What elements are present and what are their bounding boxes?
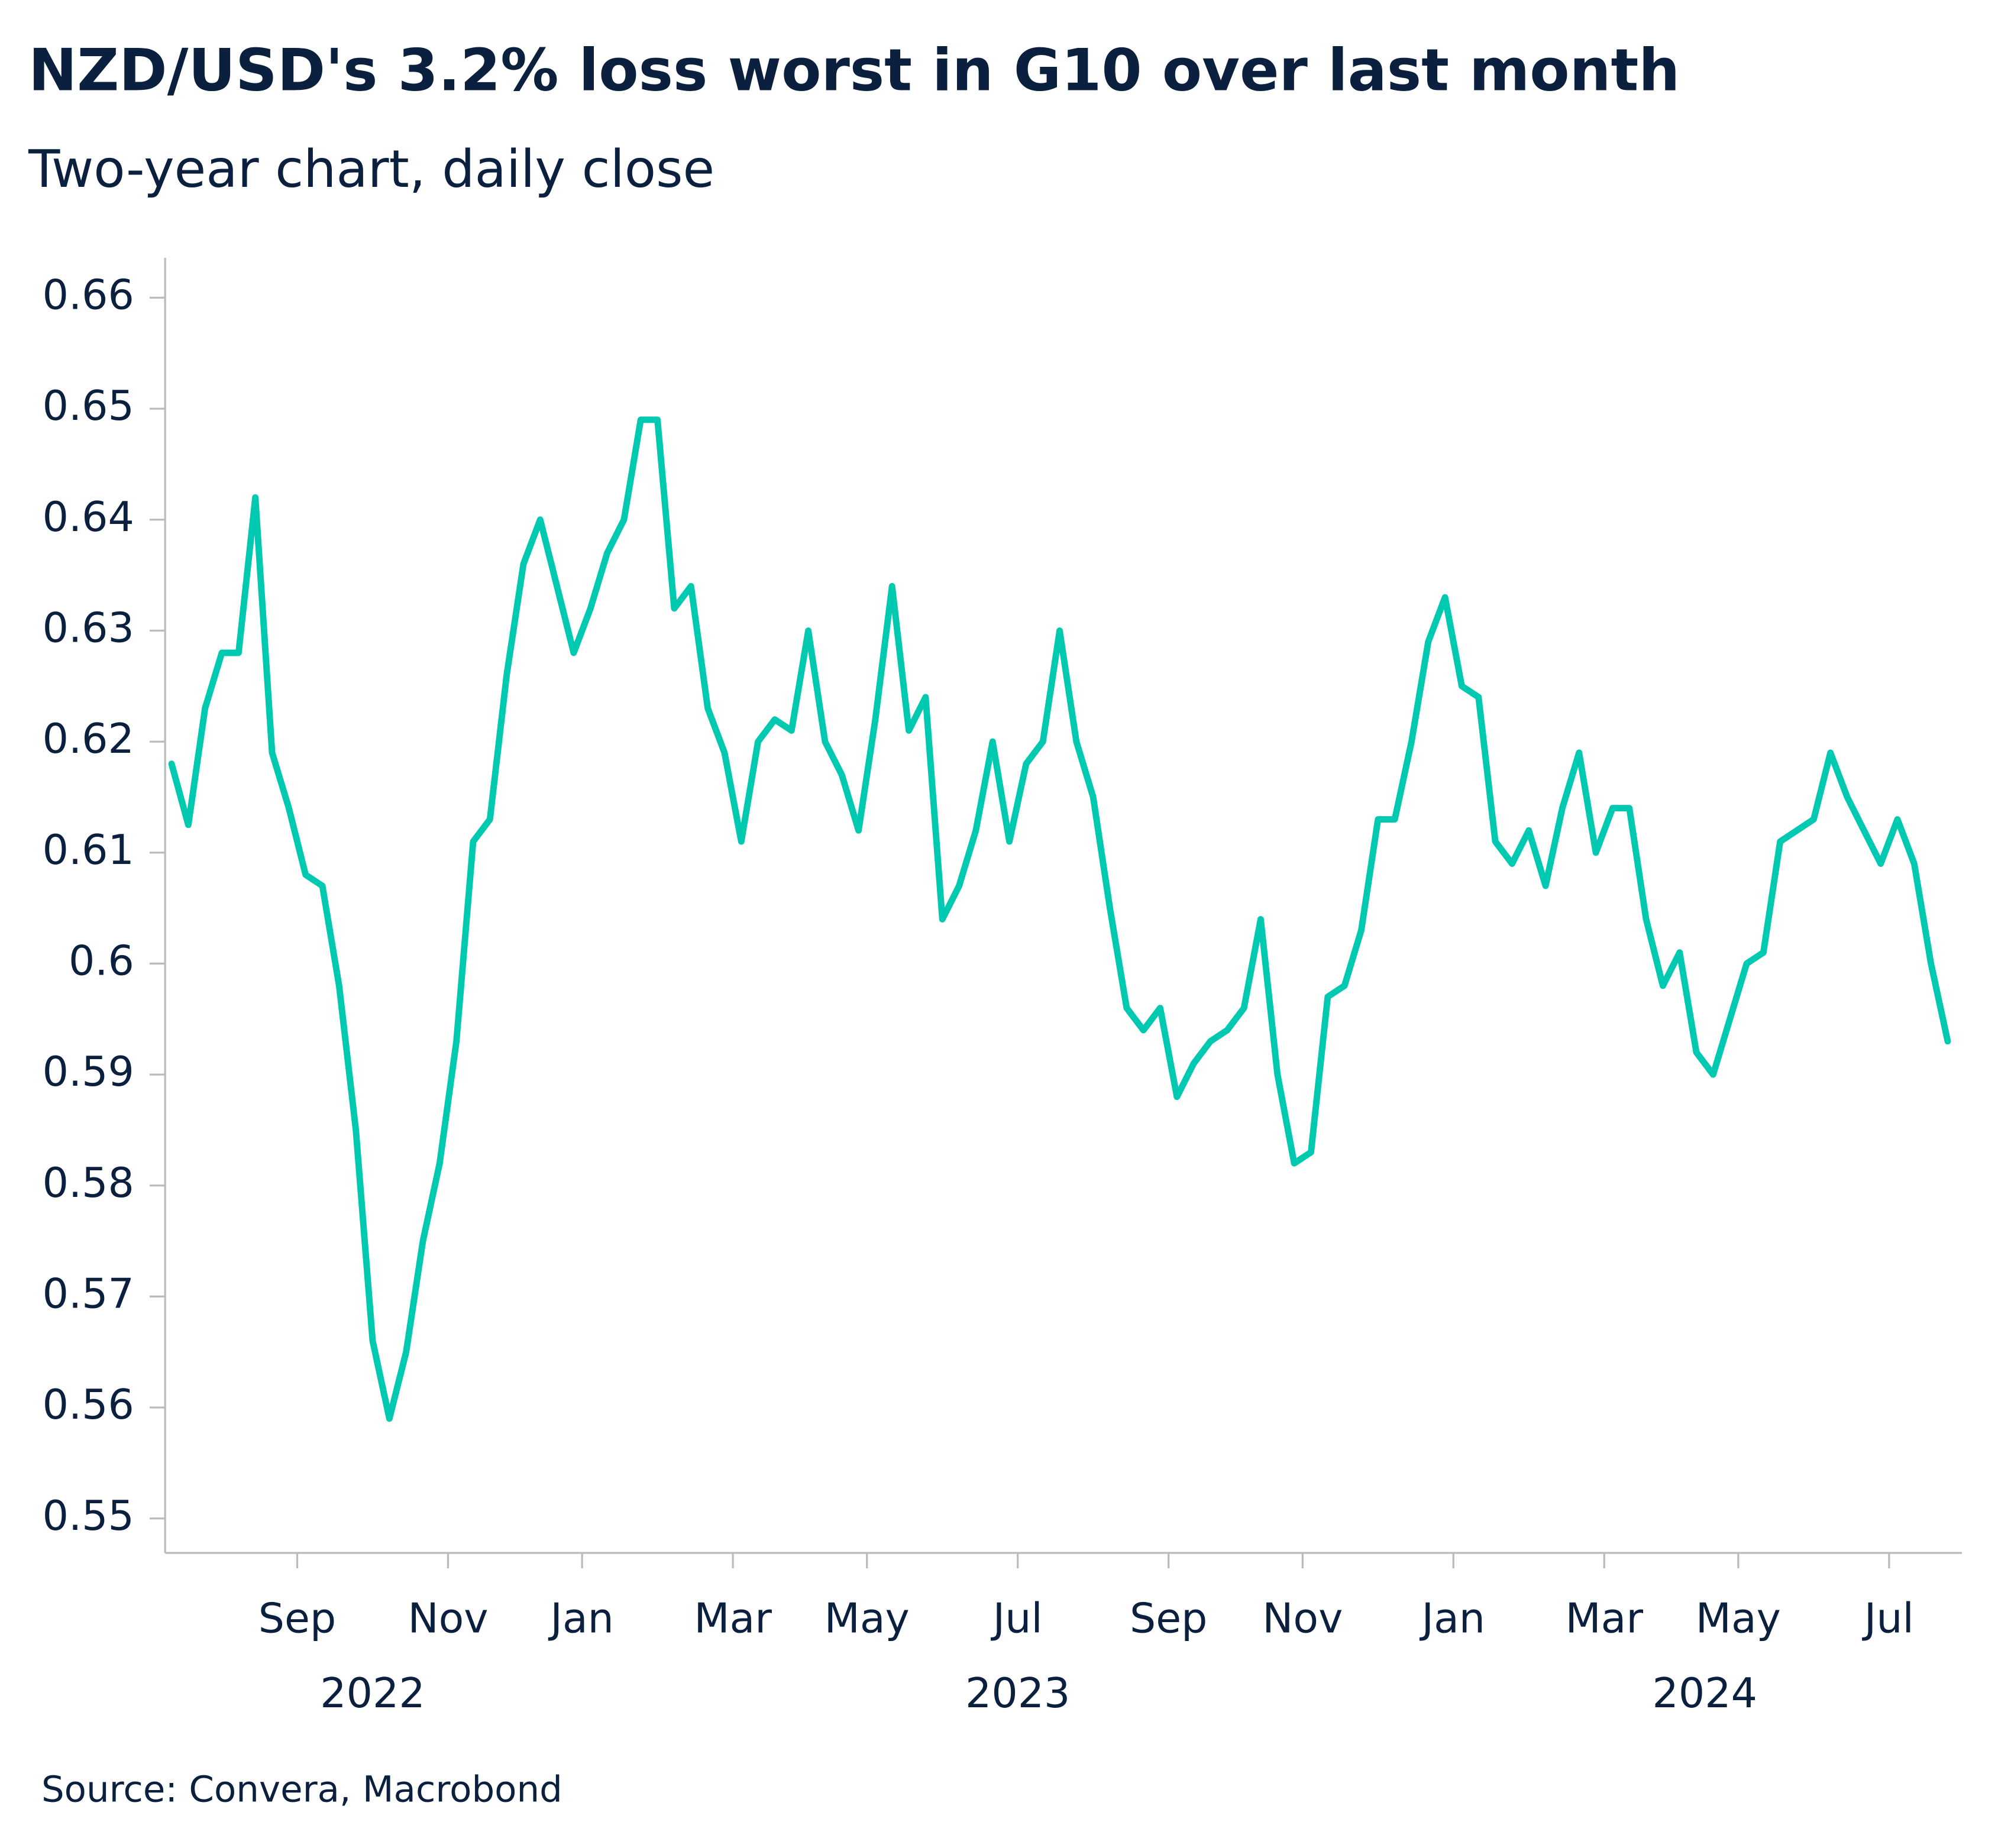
x-tick-label: Sep xyxy=(1130,1594,1207,1642)
x-tick-label: Jul xyxy=(991,1594,1043,1642)
y-tick-label: 0.65 xyxy=(43,382,134,430)
y-tick-label: 0.66 xyxy=(43,271,134,319)
x-tick-label: Sep xyxy=(258,1594,336,1642)
x-tick-label: Nov xyxy=(408,1594,488,1642)
x-tick-label: Nov xyxy=(1262,1594,1343,1642)
x-tick-label: May xyxy=(1696,1594,1781,1642)
chart-subtitle: Two-year chart, daily close xyxy=(28,139,714,199)
x-tick-label: Mar xyxy=(1565,1594,1643,1642)
y-tick-label: 0.58 xyxy=(43,1159,134,1207)
y-tick-label: 0.57 xyxy=(43,1270,134,1318)
y-tick-label: 0.62 xyxy=(43,715,134,763)
source-note: Source: Convera, Macrobond xyxy=(41,1769,562,1811)
x-tick-label: Jan xyxy=(1420,1594,1485,1642)
y-tick-label: 0.59 xyxy=(43,1048,134,1096)
x-tick-label: May xyxy=(825,1594,910,1642)
y-tick-label: 0.6 xyxy=(69,937,134,985)
data-line xyxy=(168,416,1951,1422)
x-tick-label: Jan xyxy=(548,1594,613,1642)
x-year-label: 2022 xyxy=(320,1669,425,1717)
y-tick-label: 0.64 xyxy=(43,493,134,541)
y-tick-label: 0.55 xyxy=(43,1492,134,1540)
chart-title: NZD/USD's 3.2% loss worst in G10 over la… xyxy=(28,37,1680,105)
y-tick-label: 0.61 xyxy=(43,826,134,874)
y-tick-label: 0.63 xyxy=(43,604,134,652)
x-tick-label: Jul xyxy=(1862,1594,1914,1642)
x-tick-label: Mar xyxy=(694,1594,772,1642)
y-tick-label: 0.56 xyxy=(43,1381,134,1429)
x-year-label: 2024 xyxy=(1653,1669,1757,1717)
x-year-label: 2023 xyxy=(965,1669,1070,1717)
